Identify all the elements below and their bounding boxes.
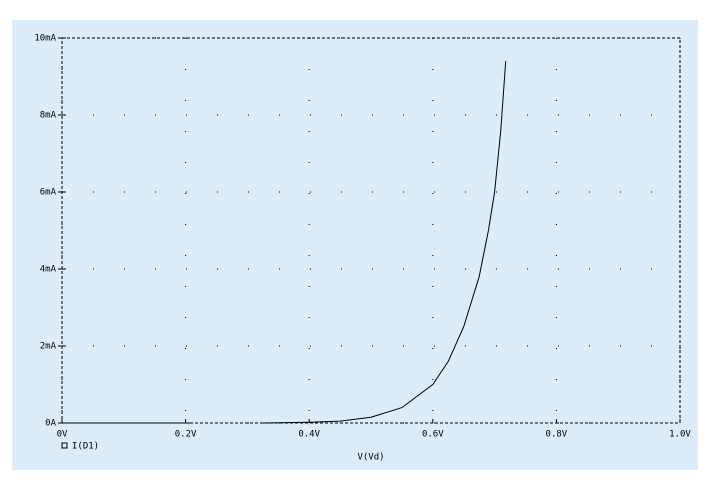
x-tick-label: 0V [57,430,68,440]
plot-frame [61,37,681,424]
x-tick-label: 0.6V [422,430,444,440]
y-tick-label: 4mA [40,265,57,275]
legend-marker [61,442,68,449]
x-tick-label: 0.8V [546,430,568,440]
y-tick-label: 0A [45,419,56,429]
data-line [62,61,507,424]
legend-entry: I(D1) [72,442,99,452]
y-tick-label: 2mA [40,342,57,352]
x-axis-label: V(Vd) [357,453,384,463]
plot-background [12,20,698,470]
x-tick-label: 0.2V [175,430,197,440]
y-tick-label: 8mA [40,111,57,121]
y-tick-label: 10mA [34,34,56,44]
x-tick-label: 1.0V [669,430,691,440]
y-tick-label: 6mA [40,188,57,198]
x-tick-label: 0.4V [298,430,320,440]
